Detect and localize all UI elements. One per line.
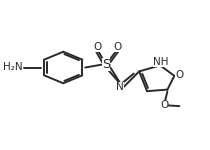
Text: O: O: [113, 42, 121, 52]
Text: O: O: [160, 100, 168, 110]
Text: N: N: [116, 82, 124, 92]
Text: NH: NH: [154, 57, 169, 67]
Text: O: O: [175, 70, 183, 80]
Text: H₂N: H₂N: [3, 63, 22, 72]
Text: S: S: [102, 58, 110, 71]
Text: O: O: [93, 42, 102, 52]
